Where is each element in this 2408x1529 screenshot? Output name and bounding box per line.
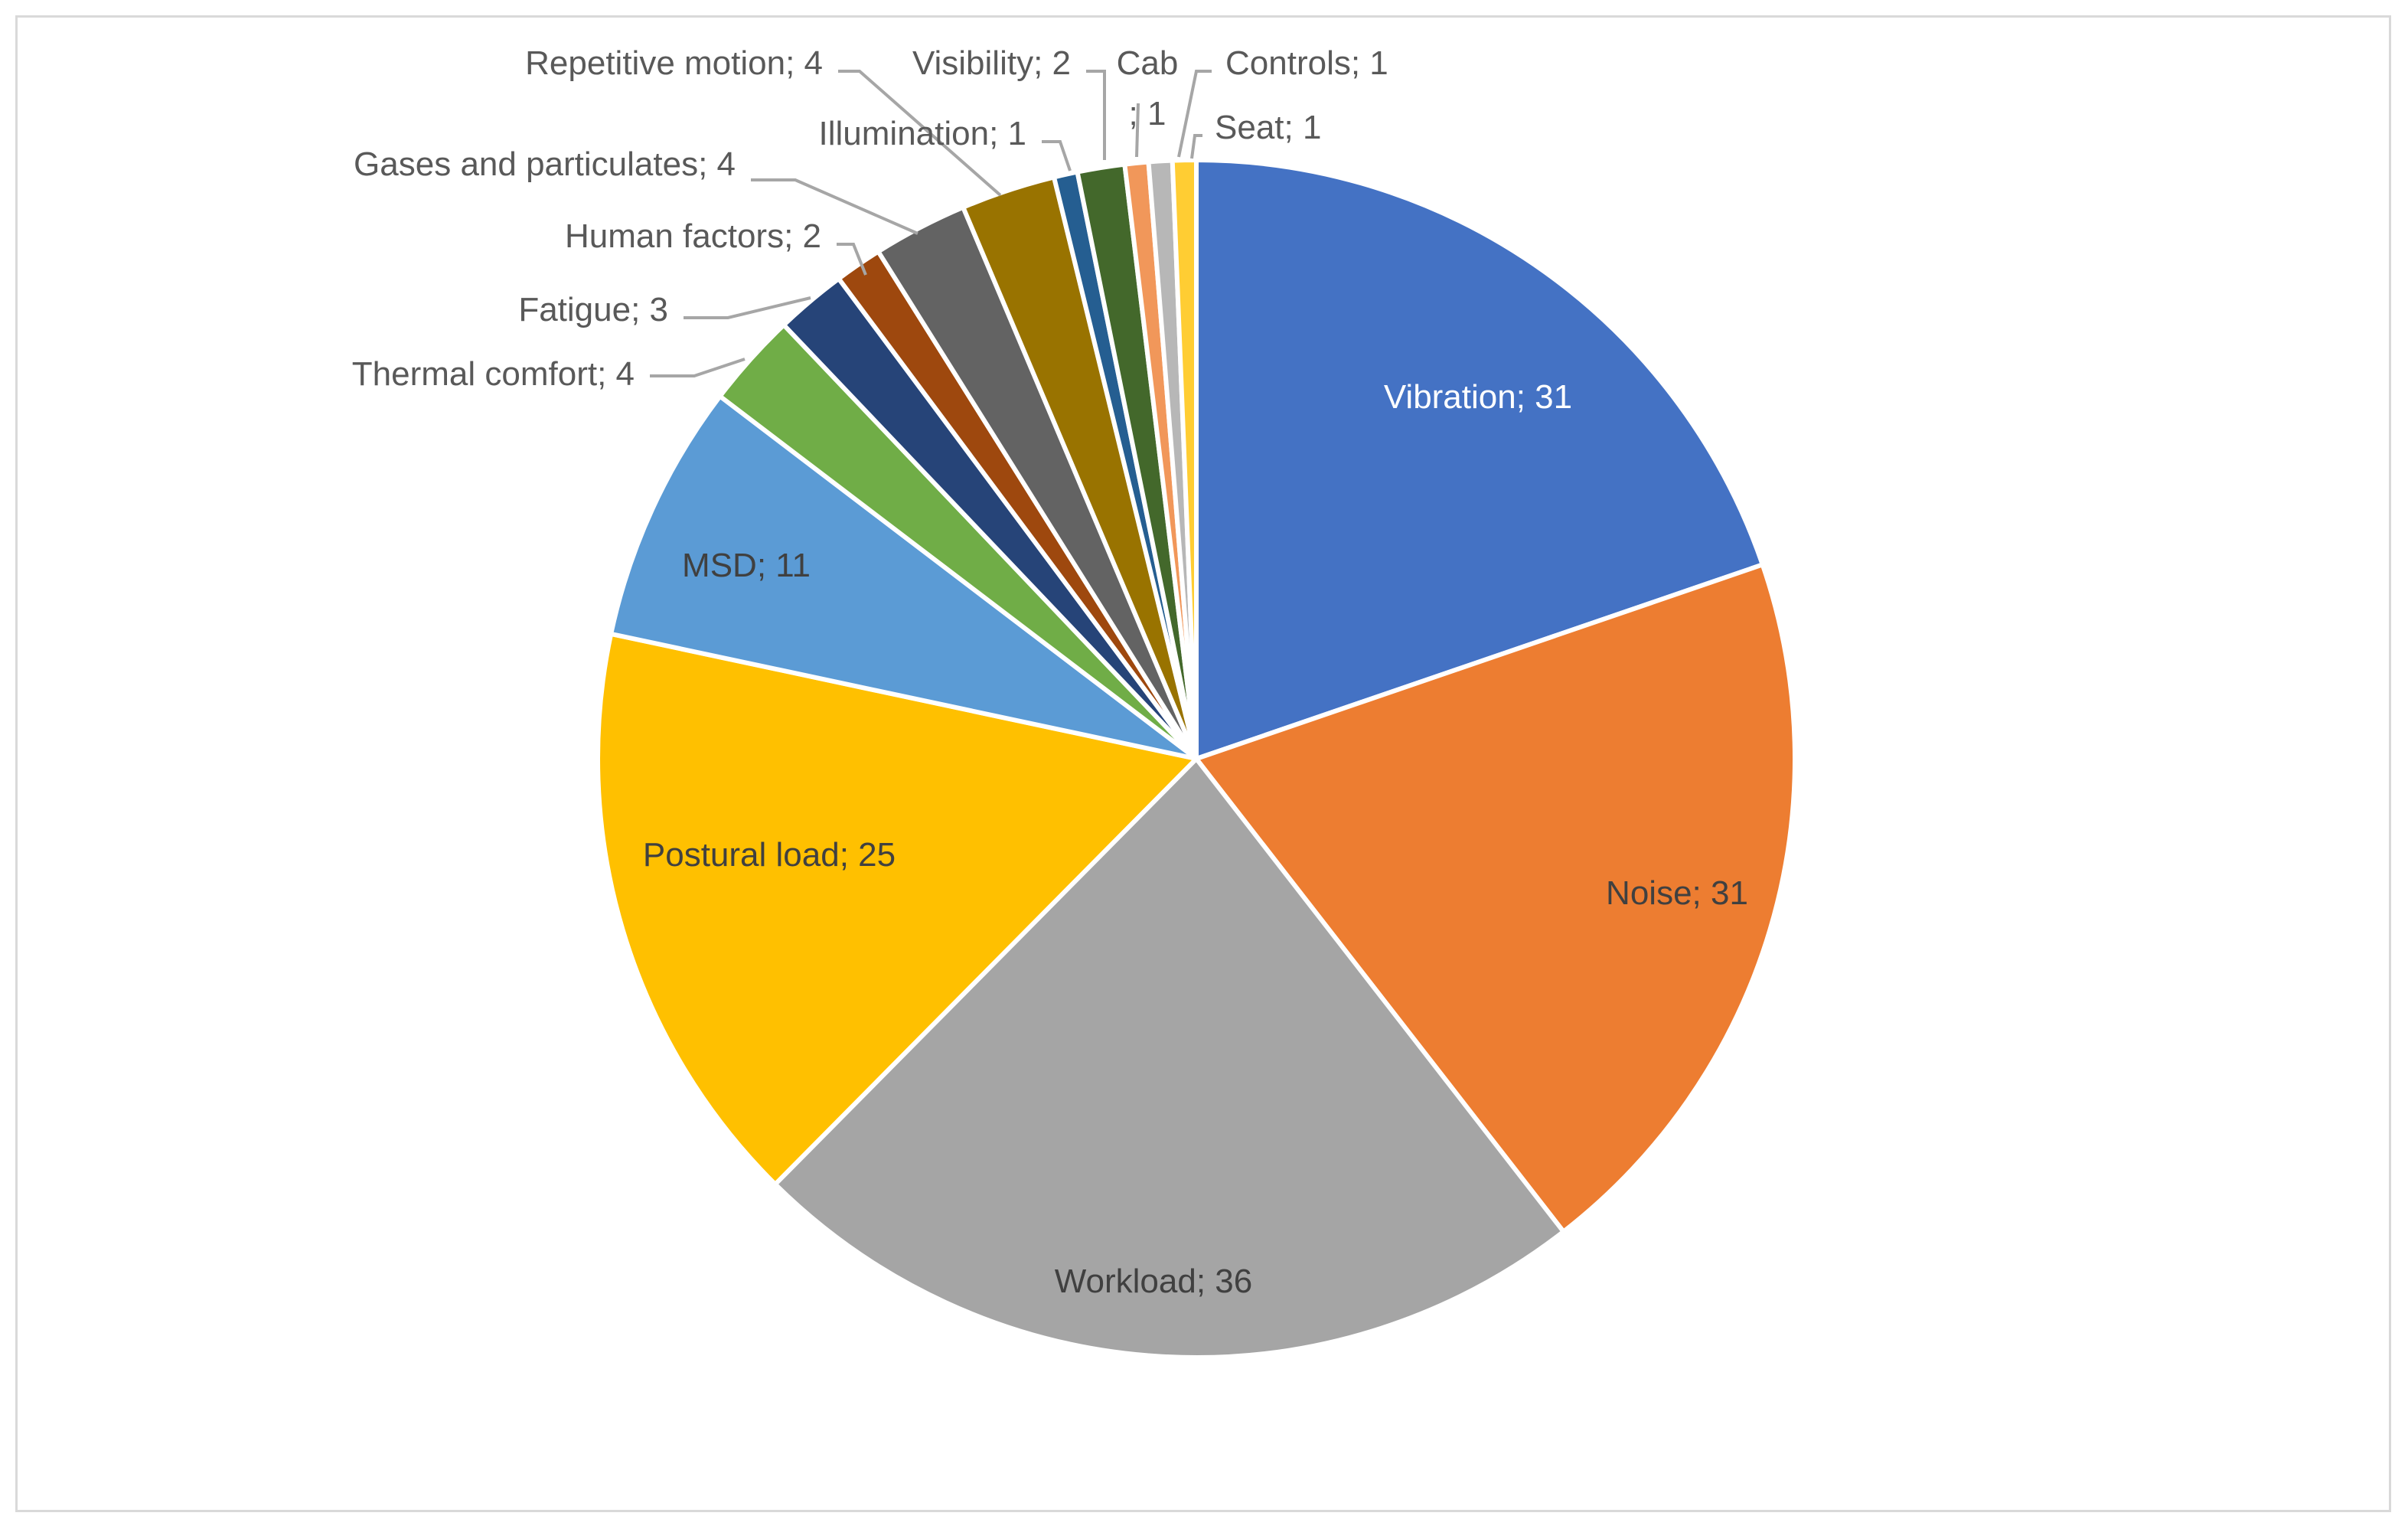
leader-line-controls xyxy=(1177,70,1212,158)
pie-chart: Vibration; 31 Noise; 31 Workload; 36 Postur… xyxy=(352,44,1797,1360)
slices-layer xyxy=(595,158,1797,1360)
data-label-visibility: Visibility; 2 xyxy=(912,44,1071,82)
leader-line-fatigue xyxy=(684,296,811,319)
leader-line-human-factors xyxy=(837,243,867,276)
data-label-fatigue: Fatigue; 3 xyxy=(518,291,668,328)
data-label-msd: MSD; 11 xyxy=(682,547,811,584)
data-label-gases-and-particulates: Gases and particulates; 4 xyxy=(354,145,736,183)
leaders-layer xyxy=(650,70,1212,377)
data-label-controls: Controls; 1 xyxy=(1225,44,1388,82)
data-label-vibration: Vibration; 31 xyxy=(1384,378,1572,416)
slice-noise xyxy=(1194,562,1797,1234)
data-label-noise: Noise; 31 xyxy=(1606,874,1748,912)
data-label-workload: Workload; 36 xyxy=(1055,1263,1252,1300)
leader-line-thermal-comfort xyxy=(650,358,746,377)
data-label-cab: Cab; 1 xyxy=(1117,44,1179,132)
leader-line-cab xyxy=(1135,103,1140,158)
slice-msd xyxy=(609,394,1199,761)
leader-line-gases-and-particulates xyxy=(751,178,918,235)
slice-postural-load xyxy=(595,631,1199,1187)
data-label-postural-load: Postural load; 25 xyxy=(643,836,896,874)
slice-workload xyxy=(772,756,1566,1360)
leader-line-visibility xyxy=(1086,70,1106,160)
leader-line-repetitive-motion xyxy=(838,70,1002,197)
chart-frame: Vibration; 31 Noise; 31 Workload; 36 Postur… xyxy=(15,15,2391,1512)
data-label-seat: Seat; 1 xyxy=(1215,109,1321,146)
data-label-illumination: Illumination; 1 xyxy=(819,115,1026,152)
slice-seat xyxy=(1170,158,1199,761)
data-label-repetitive-motion: Repetitive motion; 4 xyxy=(525,44,823,82)
data-label-human-factors: Human factors; 2 xyxy=(565,217,821,255)
labels-layer: Vibration; 31 Noise; 31 Workload; 36 Postur… xyxy=(352,44,1748,1300)
slice-vibration xyxy=(1194,158,1765,761)
leader-line-seat xyxy=(1190,134,1202,159)
data-label-thermal-comfort: Thermal comfort; 4 xyxy=(352,355,635,393)
leader-line-illumination xyxy=(1042,140,1072,172)
